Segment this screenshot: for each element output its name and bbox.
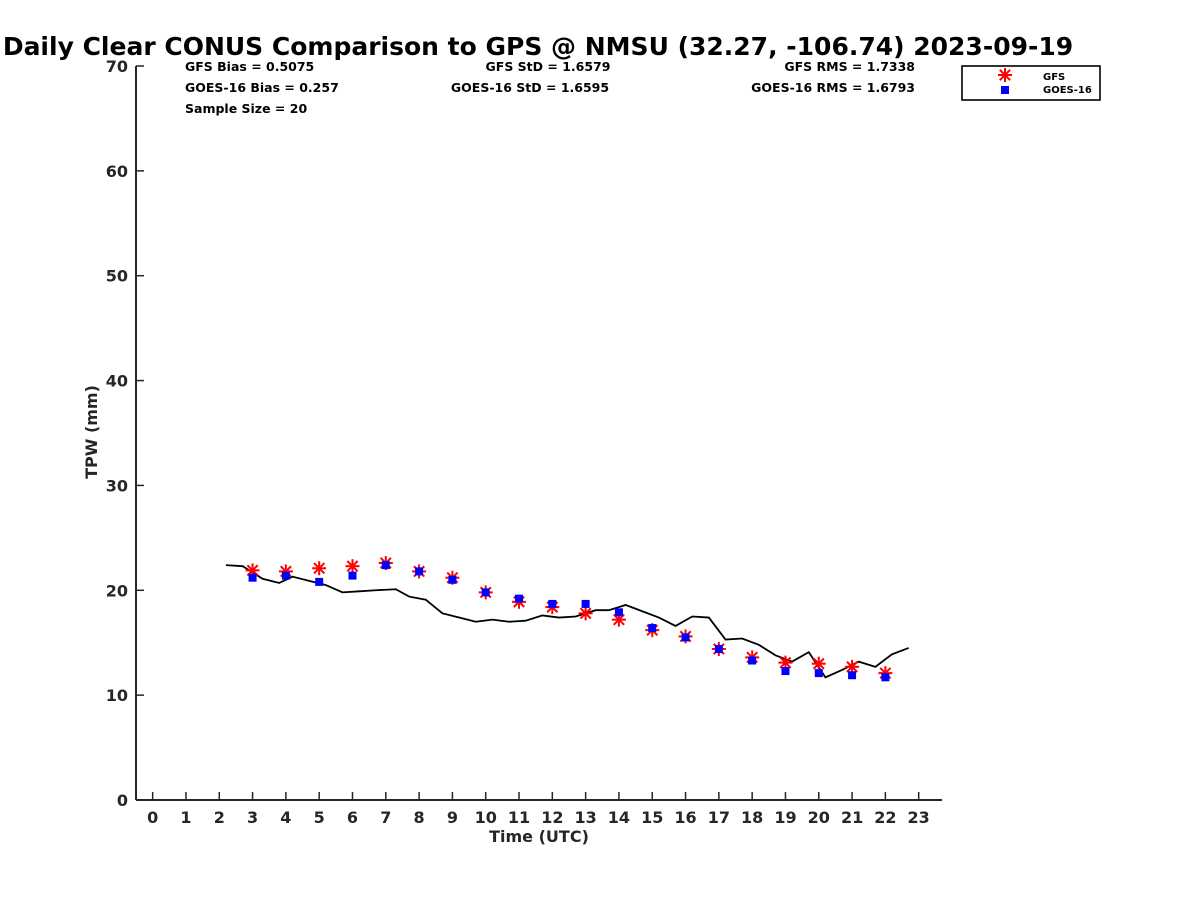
stat-goes-std: GOES-16 StD = 1.6595 bbox=[451, 80, 609, 95]
gfs-point bbox=[345, 559, 360, 574]
goes-point bbox=[348, 571, 357, 580]
x-tick-label: 15 bbox=[641, 808, 663, 827]
x-tick-label: 4 bbox=[280, 808, 291, 827]
gfs-point bbox=[845, 659, 860, 674]
y-tick-label: 20 bbox=[106, 581, 128, 600]
x-tick-label: 20 bbox=[808, 808, 830, 827]
goes-point bbox=[614, 608, 623, 617]
x-tick-label: 0 bbox=[147, 808, 158, 827]
x-tick-label: 14 bbox=[608, 808, 630, 827]
x-tick-label: 18 bbox=[741, 808, 763, 827]
goes-point bbox=[281, 571, 290, 580]
x-tick-label: 5 bbox=[314, 808, 325, 827]
goes-point bbox=[515, 594, 524, 603]
y-ticks: 0 10 20 30 40 50 60 70 bbox=[106, 57, 144, 810]
goes-point bbox=[748, 656, 757, 665]
asterisk-stroke bbox=[999, 69, 1011, 81]
x-tick-label: 22 bbox=[874, 808, 896, 827]
x-tick-label: 17 bbox=[708, 808, 730, 827]
chart-title: Daily Clear CONUS Comparison to GPS @ NM… bbox=[3, 32, 1073, 61]
goes-point bbox=[848, 671, 857, 680]
y-tick-label: 0 bbox=[117, 791, 128, 810]
x-ticks: 0 1 2 3 4 5 6 7 8 9 10 11 12 13 14 15 16 17 18 19 20 21 22 23 bbox=[147, 792, 930, 827]
legend-goes-label: GOES-16 bbox=[1043, 85, 1092, 96]
goes-point bbox=[481, 588, 490, 597]
goes-point bbox=[648, 624, 657, 633]
goes-point bbox=[315, 577, 324, 586]
gps-line bbox=[225, 564, 910, 679]
gfs-point bbox=[578, 606, 593, 621]
goes-point bbox=[415, 567, 424, 576]
stat-goes-bias: GOES-16 Bias = 0.257 bbox=[185, 80, 339, 95]
asterisk-stroke bbox=[346, 560, 359, 573]
goes-point bbox=[548, 599, 557, 608]
stat-goes-rms: GOES-16 RMS = 1.6793 bbox=[751, 80, 915, 95]
legend-gfs-marker bbox=[998, 68, 1012, 82]
stat-sample-size: Sample Size = 20 bbox=[185, 101, 307, 116]
y-tick-label: 40 bbox=[106, 372, 128, 391]
x-tick-label: 11 bbox=[508, 808, 530, 827]
stat-gfs-std: GFS StD = 1.6579 bbox=[486, 59, 611, 74]
asterisk-stroke bbox=[579, 607, 592, 620]
legend: GFS GOES-16 bbox=[961, 65, 1101, 101]
x-tick-label: 21 bbox=[841, 808, 863, 827]
goes-point bbox=[581, 599, 590, 608]
x-tick-label: 1 bbox=[180, 808, 191, 827]
x-tick-label: 3 bbox=[247, 808, 258, 827]
axes bbox=[135, 66, 942, 801]
stat-gfs-bias: GFS Bias = 0.5075 bbox=[185, 59, 314, 74]
x-tick-label: 9 bbox=[447, 808, 458, 827]
x-tick-label: 6 bbox=[347, 808, 358, 827]
asterisk-stroke bbox=[812, 657, 825, 670]
gfs-point bbox=[811, 656, 826, 671]
x-tick-label: 16 bbox=[674, 808, 696, 827]
goes-point bbox=[714, 645, 723, 654]
goes-point bbox=[248, 573, 257, 582]
stats-block: GFS Bias = 0.5075 GFS StD = 1.6579 GFS R… bbox=[185, 59, 915, 116]
x-tick-label: 8 bbox=[414, 808, 425, 827]
legend-goes-square bbox=[1001, 86, 1009, 94]
goes-point bbox=[681, 633, 690, 642]
x-tick-label: 2 bbox=[214, 808, 225, 827]
x-axis-label: Time (UTC) bbox=[489, 827, 589, 846]
y-tick-label: 10 bbox=[106, 686, 128, 705]
goes-point bbox=[448, 575, 457, 584]
x-tick-label: 7 bbox=[380, 808, 391, 827]
y-axis-label: TPW (mm) bbox=[82, 385, 101, 479]
stat-gfs-rms: GFS RMS = 1.7338 bbox=[784, 59, 915, 74]
x-tick-label: 12 bbox=[541, 808, 563, 827]
x-tick-label: 19 bbox=[774, 808, 796, 827]
y-tick-label: 50 bbox=[106, 267, 128, 286]
series-layer bbox=[225, 556, 910, 682]
asterisk-stroke bbox=[846, 660, 858, 673]
x-tick-label: 13 bbox=[574, 808, 596, 827]
asterisk-stroke bbox=[779, 656, 792, 669]
y-tick-label: 30 bbox=[106, 476, 128, 495]
goes-point bbox=[881, 673, 890, 682]
goes-point bbox=[381, 561, 390, 570]
y-tick-label: 70 bbox=[106, 57, 128, 76]
legend-gfs-label: GFS bbox=[1043, 72, 1065, 83]
asterisk-stroke bbox=[313, 562, 326, 575]
goes-point bbox=[781, 667, 790, 676]
legend-box bbox=[961, 65, 1101, 101]
gfs-point bbox=[312, 561, 327, 576]
x-tick-label: 10 bbox=[475, 808, 497, 827]
y-tick-label: 60 bbox=[106, 162, 128, 181]
x-tick-label: 23 bbox=[908, 808, 930, 827]
legend-gfs-asterisk bbox=[998, 68, 1012, 82]
goes-point bbox=[814, 669, 823, 678]
legend-goes-marker bbox=[1001, 86, 1009, 94]
